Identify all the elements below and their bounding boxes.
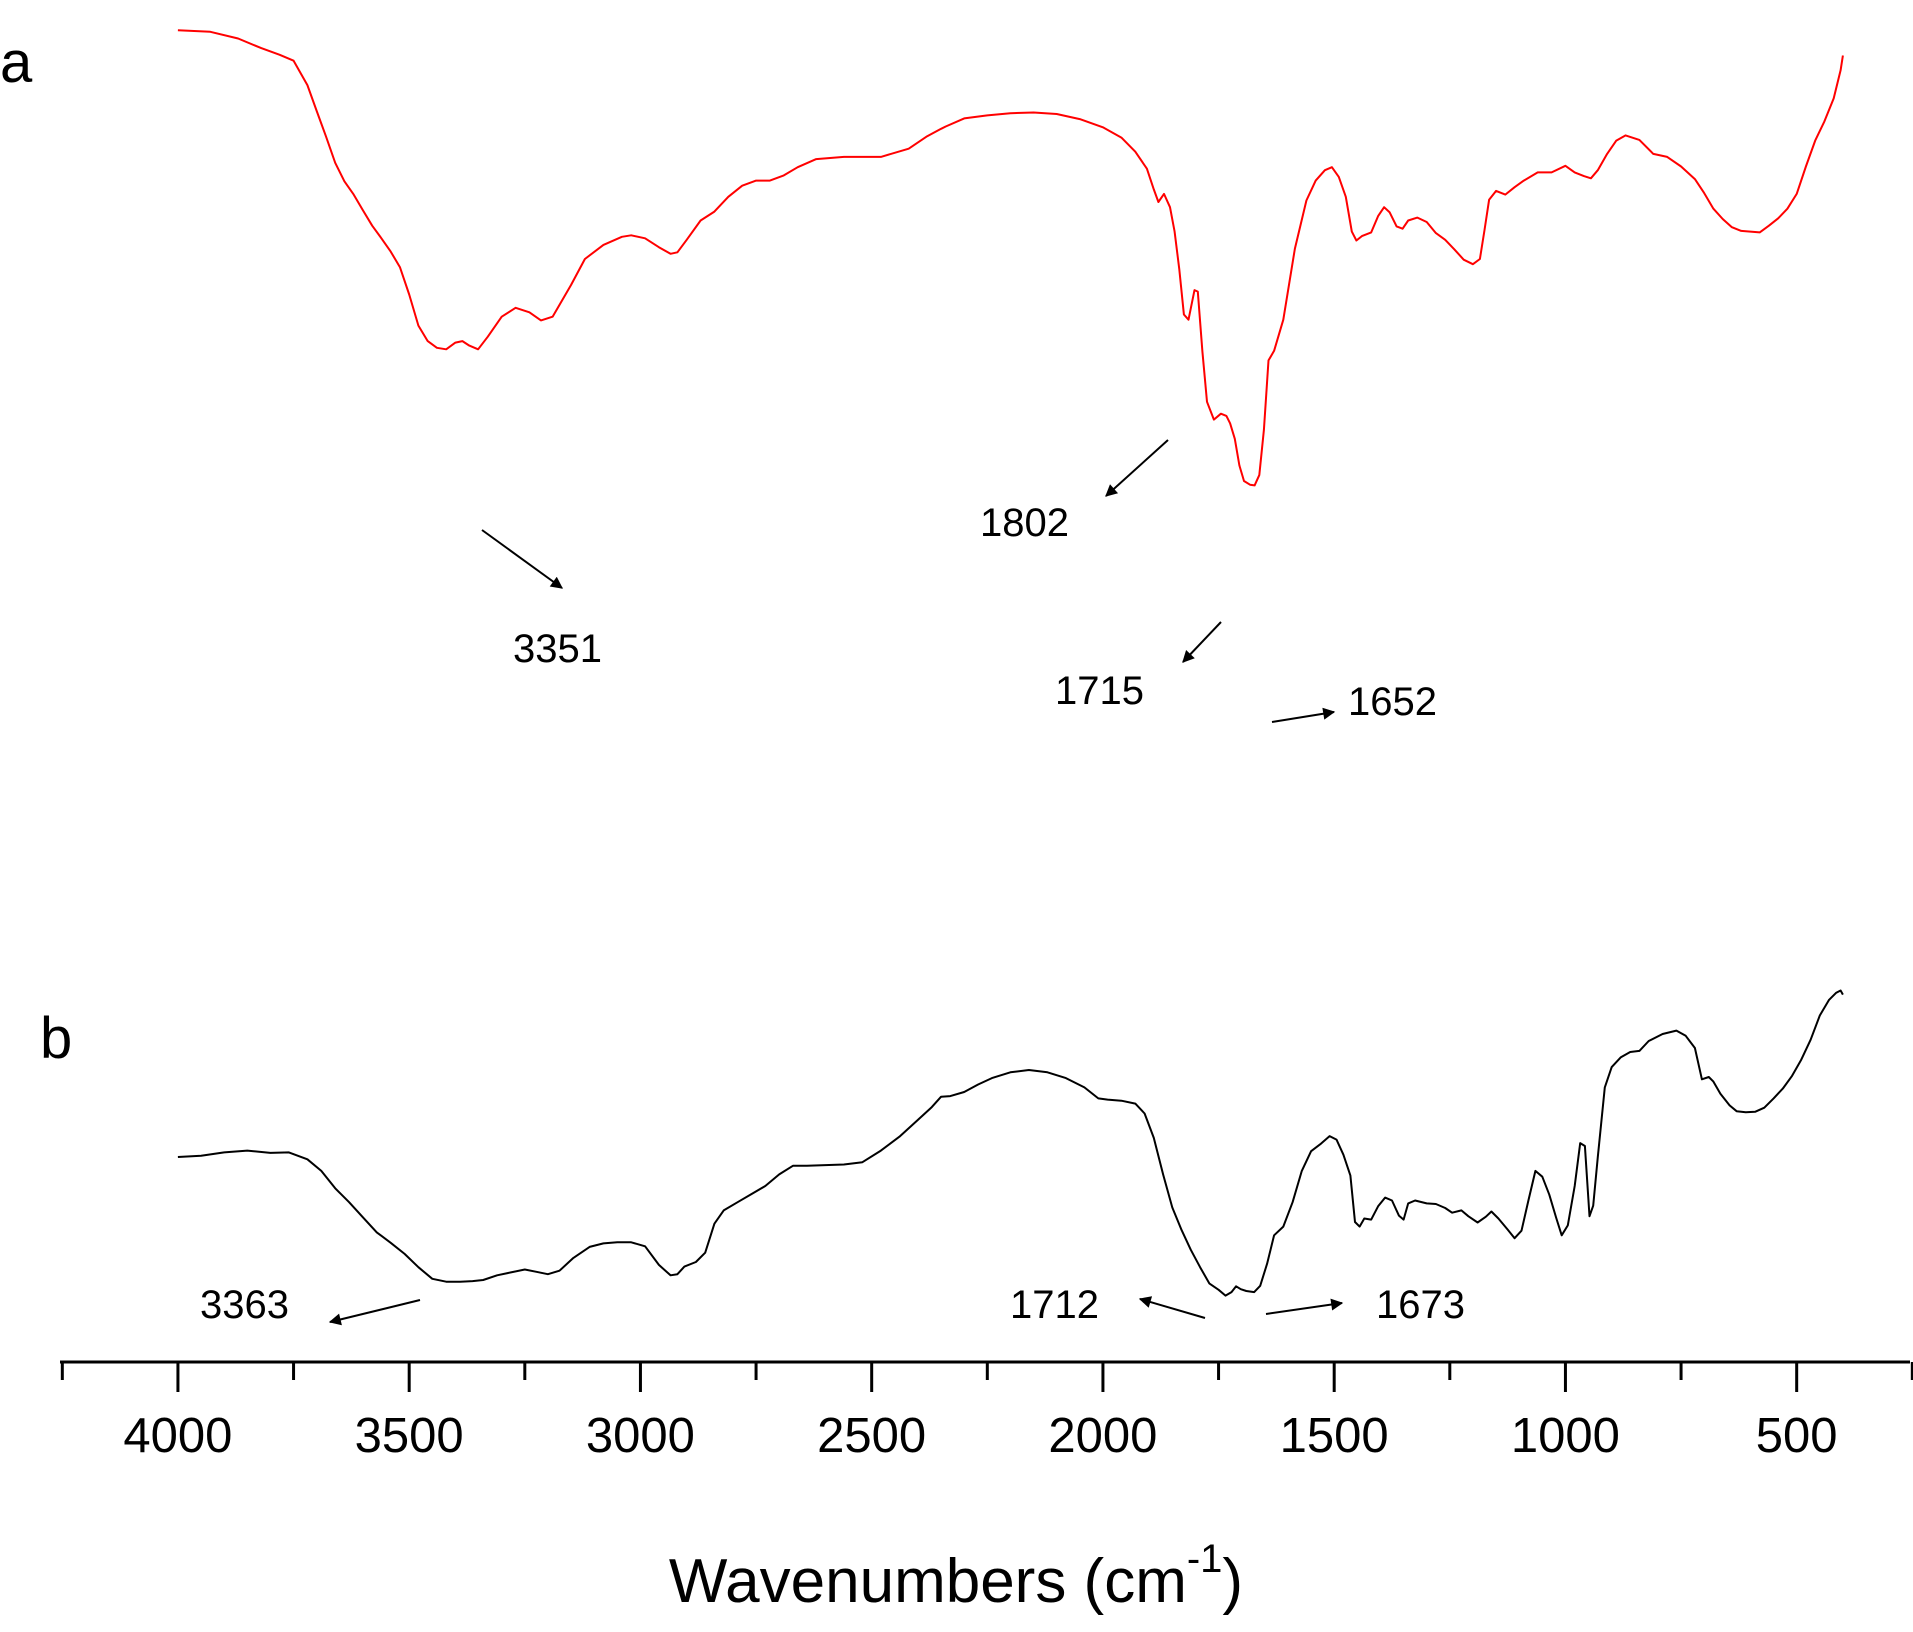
x-axis-title-suffix: ) [1222,1547,1243,1616]
x-tick-label: 500 [1756,1409,1838,1463]
x-tick-label: 1500 [1280,1409,1389,1463]
x-tick-label: 1000 [1511,1409,1620,1463]
x-axis-title-main: Wavenumbers (cm [669,1547,1187,1616]
peak-arrow-1802 [1105,439,1169,497]
x-axis-title: Wavenumbers (cm-1) [669,1537,1243,1616]
peak-label-3363: 3363 [200,1283,289,1327]
x-tick-label: 2000 [1048,1409,1157,1463]
plot-area [177,29,1844,1297]
peak-label-1715: 1715 [1055,669,1144,713]
panel-label-a: a [0,30,33,95]
x-axis-title-superscript: -1 [1187,1537,1223,1581]
peak-arrow-1673 [1265,1298,1344,1315]
peak-arrow-1715 [1182,621,1222,663]
peak-arrow-3363 [328,1299,421,1326]
peak-label-3351: 3351 [513,627,602,671]
spectrum-line-a [177,29,1844,487]
peak-label-1802: 1802 [980,501,1069,545]
panel-label-b: b [40,1006,72,1071]
x-tick-label: 3500 [355,1409,464,1463]
x-tick-label: 3000 [586,1409,695,1463]
x-tick-label: 2500 [817,1409,926,1463]
x-axis: 4000 3500 3000 2500 2000 1500 1000 500 [60,1360,1913,1463]
peak-arrow-1652 [1271,707,1336,723]
spectrum-line-b [177,989,1844,1297]
peak-label-1652: 1652 [1348,680,1437,724]
peak-annotations: 3351 1802 1715 1652 3363 1712 1673 [200,439,1465,1327]
peak-label-1712: 1712 [1010,1283,1099,1327]
peak-label-1673: 1673 [1376,1283,1465,1327]
peak-arrow-3351 [481,529,563,589]
x-tick-label: 4000 [123,1409,232,1463]
peak-arrow-1712 [1138,1296,1206,1319]
